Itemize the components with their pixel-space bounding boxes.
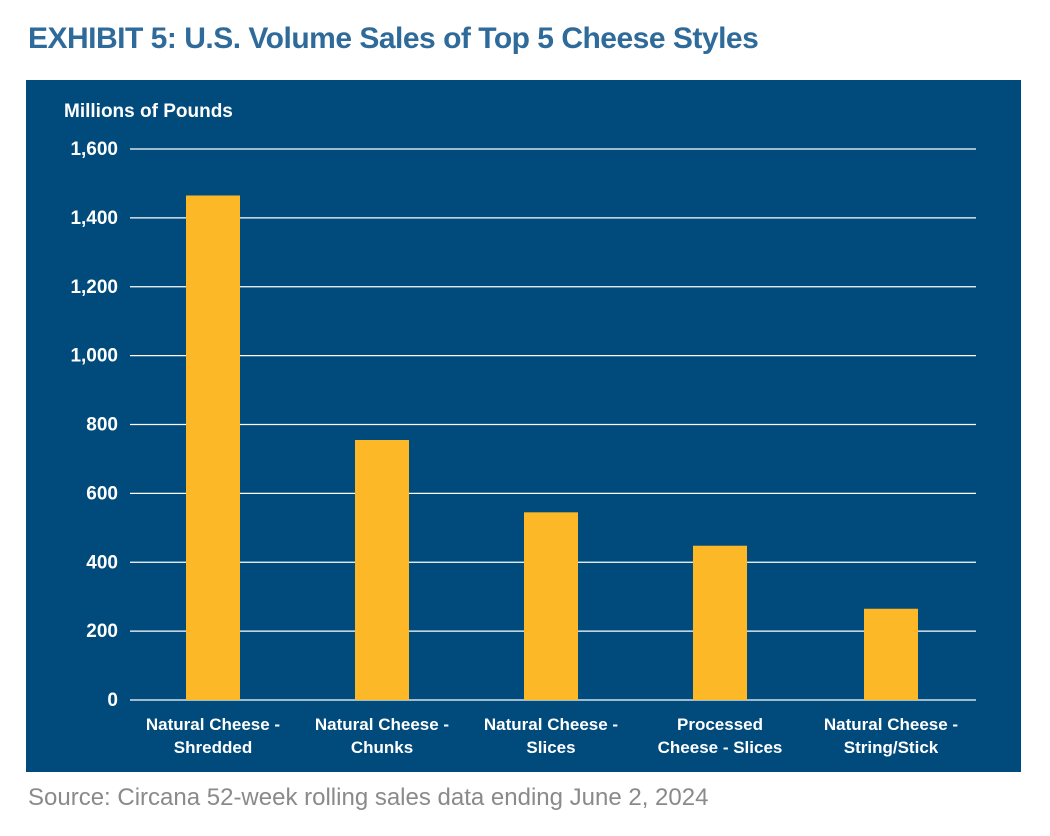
bar [186,195,240,700]
x-tick-labels: Natural Cheese - Shredded Natural Cheese -… [146,715,958,757]
x-tick-label: Cheese - Slices [658,738,783,757]
bar-chart: Millions of Pounds 0 200 400 600 800 1,000 1,2… [26,80,1021,772]
x-tick-label: Natural Cheese - [315,715,449,734]
x-tick-label: Processed [677,715,763,734]
bar [355,439,409,700]
y-tick-label: 800 [86,415,118,436]
y-tick-label: 1,400 [70,208,118,229]
y-axis-label: Millions of Pounds [64,101,233,122]
bar [524,512,578,700]
chart-panel: Millions of Pounds 0 200 400 600 800 1,000 1,2… [26,80,1021,772]
y-tick-label: 200 [86,621,118,642]
y-tick-label: 1,200 [70,277,118,298]
x-tick-label: Natural Cheese - [824,715,958,734]
x-tick-label: Chunks [351,738,413,757]
y-tick-label: 0 [107,690,118,711]
source-note: Source: Circana 52-week rolling sales da… [28,784,709,811]
y-tick-labels: 0 200 400 600 800 1,000 1,200 1,400 1,600 [70,139,118,711]
bar [693,545,747,700]
chart-title: EXHIBIT 5: U.S. Volume Sales of Top 5 Ch… [28,22,759,55]
x-tick-label: Natural Cheese - [484,715,618,734]
x-tick-label: Natural Cheese - [146,715,280,734]
bar [864,608,918,700]
y-tick-label: 600 [86,483,118,504]
y-tick-label: 1,000 [70,346,118,367]
bars [186,195,918,700]
x-tick-label: Shredded [174,738,252,757]
y-tick-label: 1,600 [70,139,118,160]
y-tick-label: 400 [86,552,118,573]
x-tick-label: Slices [526,738,575,757]
x-tick-label: String/Stick [844,738,939,757]
